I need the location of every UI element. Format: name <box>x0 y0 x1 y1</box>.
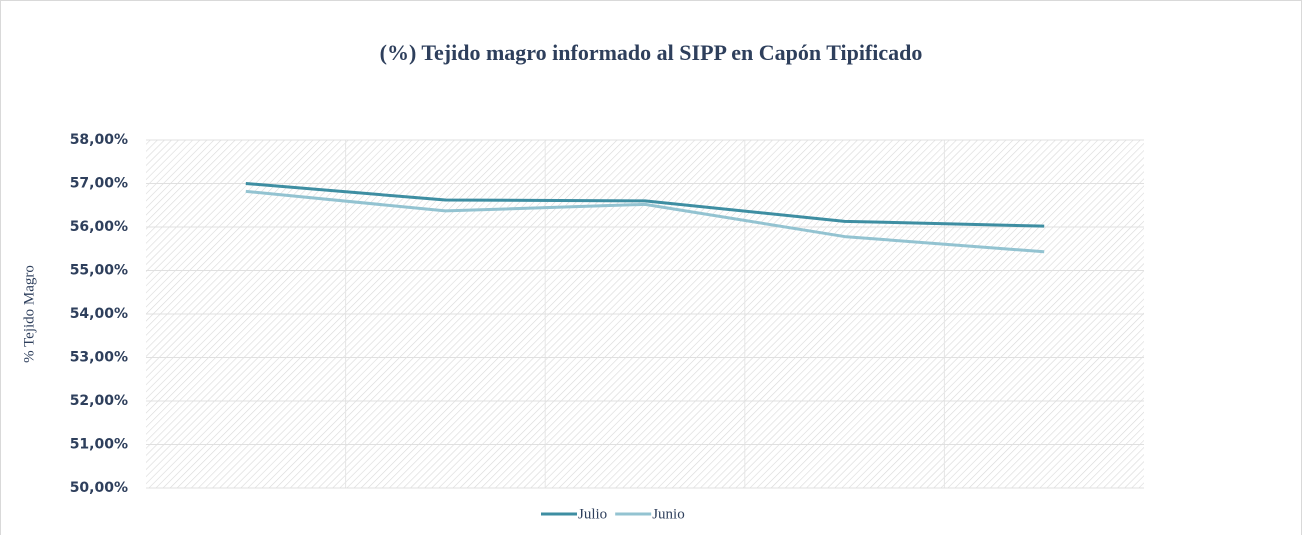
y-tick-label: 55,00% <box>70 263 128 279</box>
y-tick-label: 50,00% <box>70 480 128 496</box>
line-series <box>245 182 1045 228</box>
line-series <box>245 189 1045 254</box>
y-tick-label: 53,00% <box>70 350 128 366</box>
y-tick-label: 51,00% <box>70 437 128 453</box>
legend-label: Julio <box>578 506 607 522</box>
legend-label: Junio <box>652 506 685 522</box>
chart-title: (%) Tejido magro informado al SIPP en Ca… <box>380 40 923 65</box>
y-tick-label: 54,00% <box>70 306 128 322</box>
y-tick-label: 57,00% <box>70 176 128 192</box>
y-tick-label: 56,00% <box>70 219 128 235</box>
y-axis-title: % Tejido Magro <box>21 265 37 363</box>
y-tick-label: 58,00% <box>70 132 128 148</box>
y-tick-label: 52,00% <box>70 393 128 409</box>
